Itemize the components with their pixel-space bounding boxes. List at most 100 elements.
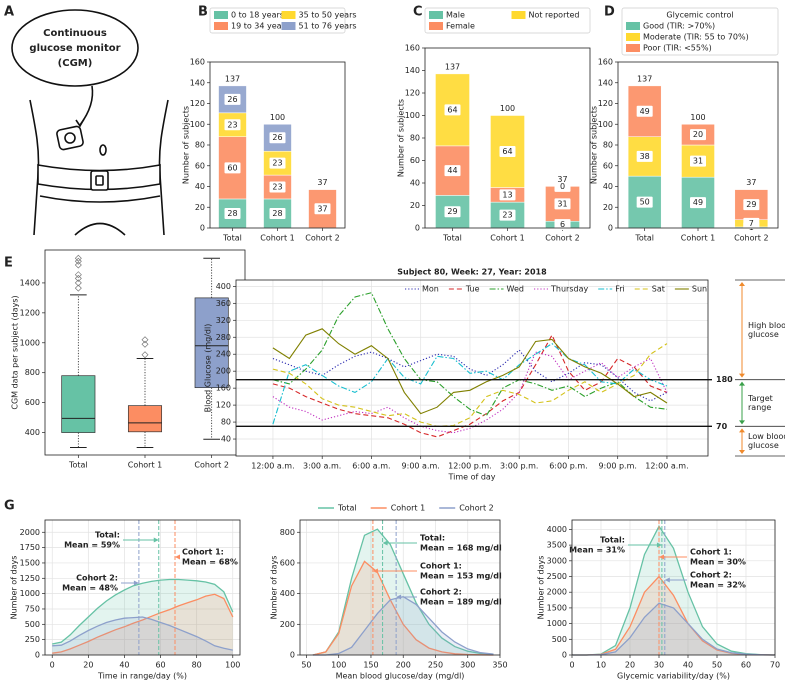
legend-label: Total <box>337 504 357 513</box>
y-tick-label: 1000 <box>547 619 567 628</box>
legend-frame <box>621 7 779 56</box>
x-tick-label: 80 <box>192 661 202 670</box>
buckle-inner <box>95 175 104 186</box>
y-axis-label: Number of subjects <box>182 106 191 184</box>
y-tick-label: 2500 <box>547 572 567 581</box>
box <box>127 405 163 433</box>
annotation-arrow-head <box>656 542 662 548</box>
legend-label: Tue <box>465 285 480 294</box>
x-tick-label: 20 <box>83 661 93 670</box>
label-box <box>224 93 241 105</box>
label-box <box>314 203 331 215</box>
threshold-label: 180 <box>716 375 733 384</box>
density-line <box>52 593 234 654</box>
y-tick-label: 0 <box>290 651 295 660</box>
x-tick-label: 10 <box>596 661 606 670</box>
x-tick-label: Cohort 1 <box>260 234 295 243</box>
waistband <box>39 195 161 203</box>
y-tick-label: 200 <box>216 367 231 376</box>
y-tick-label: 140 <box>405 66 420 75</box>
y-tick-label: 1250 <box>20 574 40 583</box>
data-label: 37 <box>317 204 327 213</box>
legend-label: Thursday <box>550 285 588 294</box>
y-tick-label: 60 <box>195 161 205 170</box>
y-tick-label: 20 <box>603 203 613 212</box>
mean-annotation: Cohort 2: <box>76 574 118 583</box>
range-label: range <box>748 403 771 412</box>
y-tick-label: 60 <box>603 161 613 170</box>
mean-annotation: Mean = 31% <box>569 546 625 555</box>
panel-label: A <box>4 5 14 20</box>
data-label: 60 <box>227 163 237 172</box>
annotation-arrow-head <box>396 594 402 600</box>
y-axis-label: Number of days <box>270 556 279 620</box>
legend-swatch <box>511 11 526 19</box>
x-tick-label: 9:00 a.m. <box>402 462 440 471</box>
data-label: 26 <box>272 133 282 142</box>
density-line <box>52 578 234 645</box>
x-tick-label: 70 <box>770 661 780 670</box>
data-label: 7 <box>749 219 754 228</box>
callout-arrow <box>79 85 94 126</box>
label-box <box>554 219 571 231</box>
y-tick-label: 160 <box>598 58 613 67</box>
label-box <box>636 150 653 162</box>
x-tick-label: Cohort 2 <box>734 234 769 243</box>
y-tick-label: 400 <box>216 282 231 291</box>
total-label: 100 <box>270 113 285 122</box>
y-tick-label: 0 <box>608 224 613 233</box>
box <box>61 375 96 433</box>
legend-label: Not reported <box>529 11 580 20</box>
y-tick-label: 0 <box>415 224 420 233</box>
mean-annotation: Mean = 59% <box>64 541 120 550</box>
legend-frame <box>424 7 591 34</box>
mean-annotation: Mean = 153 mg/dl <box>420 572 502 581</box>
x-tick-label: 3:00 p.m. <box>500 462 538 471</box>
y-tick-label: 280 <box>216 333 231 342</box>
data-label: 31 <box>557 199 567 208</box>
label-box <box>444 165 461 177</box>
flier <box>74 261 82 269</box>
y-tick-label: 80 <box>221 418 231 427</box>
total-label: 137 <box>637 74 652 83</box>
y-tick-label: 160 <box>405 44 420 53</box>
x-tick-label: 100 <box>331 661 346 670</box>
data-label: 23 <box>502 211 512 220</box>
area-fill <box>572 603 775 655</box>
legend-swatch <box>626 22 640 30</box>
y-tick-label: 1000 <box>20 338 40 347</box>
box <box>194 297 229 389</box>
data-label: 23 <box>272 159 282 168</box>
x-tick-label: 60 <box>155 661 165 670</box>
flier <box>74 254 82 262</box>
y-tick-label: 400 <box>280 589 295 598</box>
annotation-arrow-head <box>664 577 670 583</box>
chart-title: Subject 80, Week: 27, Year: 2018 <box>397 268 547 277</box>
range-label: Target <box>747 394 773 403</box>
data-label: 29 <box>746 200 756 209</box>
legend-label: Cohort 2 <box>459 504 494 513</box>
label-box <box>743 199 760 211</box>
legend-swatch <box>626 33 640 41</box>
total-label: 100 <box>690 113 705 122</box>
area-fill <box>572 576 775 655</box>
label-box <box>636 105 653 117</box>
y-tick-label: 750 <box>25 604 40 613</box>
data-label: 23 <box>272 183 282 192</box>
y-tick-label: 3000 <box>547 556 567 565</box>
area-fill <box>312 529 494 655</box>
cgm-diagram <box>11 9 169 236</box>
area-fill <box>572 526 775 655</box>
range-label: glucose <box>748 330 779 339</box>
panel-label: C <box>413 5 423 20</box>
callout-bubble <box>11 9 139 87</box>
legend-swatch <box>429 11 443 19</box>
legend-label: Poor (TIR: <55%) <box>643 44 712 53</box>
x-tick-label: 0 <box>50 661 55 670</box>
x-tick-label: 9:00 p.m. <box>598 462 636 471</box>
plot-frame <box>235 279 709 457</box>
data-label: 6 <box>560 220 565 229</box>
annotation-arrow-head <box>133 580 139 586</box>
total-label: 137 <box>445 62 460 71</box>
